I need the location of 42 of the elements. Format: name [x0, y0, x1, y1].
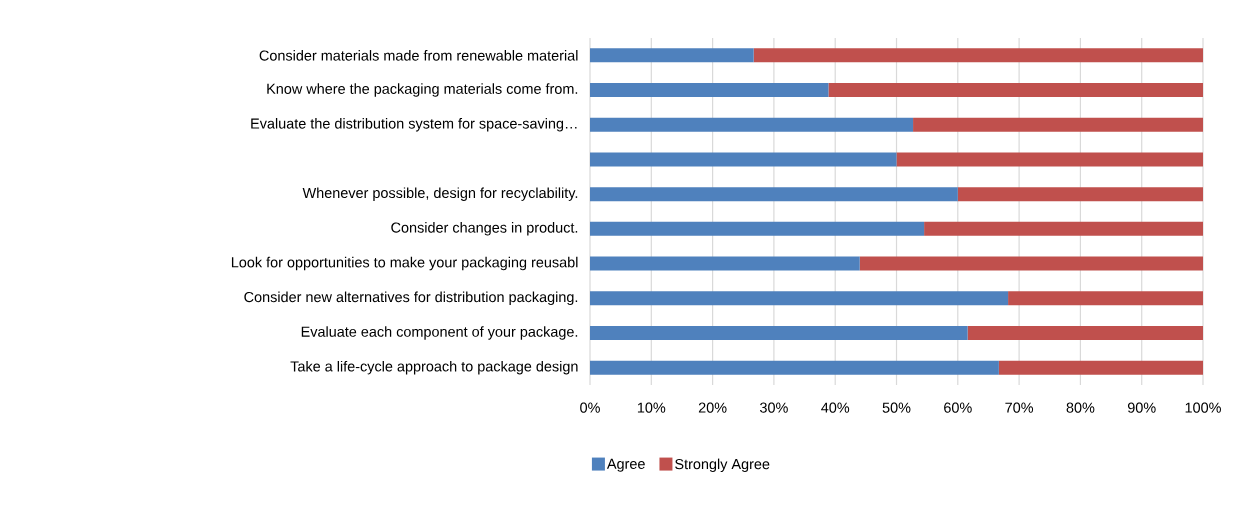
bar — [967, 325, 1204, 340]
y-tick-label: Evaluate each component of your package. — [301, 326, 578, 340]
y-tick-label: Consider changes in product. — [391, 222, 578, 236]
bar — [590, 256, 860, 271]
y-tick-label: Consider new alternatives for distribution packaging. — [244, 291, 578, 305]
bar — [590, 83, 829, 98]
x-tick-label: 50% — [882, 402, 911, 413]
bar — [590, 187, 958, 202]
x-tick-label: 70% — [1005, 402, 1034, 413]
x-tick-label: 80% — [1066, 402, 1095, 413]
bar — [924, 221, 1204, 236]
bar — [590, 117, 914, 132]
legend-label: Agree — [606, 458, 645, 472]
bar — [998, 360, 1204, 375]
bar — [590, 221, 925, 236]
x-tick-label: 90% — [1127, 402, 1156, 413]
y-tick-label: Know where the packaging materials come from. — [267, 83, 578, 97]
x-tick-label: 60% — [944, 402, 972, 413]
x-tick-label: 10% — [637, 402, 666, 413]
y-tick-label: Take a life-cycle approach to package design — [290, 360, 578, 375]
x-tick-label: 0% — [580, 402, 600, 413]
bar — [1008, 291, 1204, 306]
bar — [913, 117, 1204, 132]
x-tick-label: 30% — [760, 402, 788, 413]
bar — [590, 291, 1009, 306]
y-tick-label: Whenever possible, design for recyclability. — [302, 187, 578, 201]
x-tick-label: 100% — [1185, 402, 1221, 413]
bar — [957, 187, 1204, 202]
legend-label: Strongly Agree — [675, 458, 770, 473]
bar — [590, 325, 968, 340]
bar — [859, 256, 1204, 271]
bar — [590, 152, 897, 167]
y-tick-label: Consider materials made from renewable material — [259, 50, 578, 61]
x-tick-label: 40% — [821, 402, 850, 413]
x-tick-label: 20% — [698, 402, 727, 413]
bar — [828, 83, 1204, 98]
y-tick-label: Look for opportunities to make your packaging reusabl — [231, 256, 578, 271]
bar — [753, 48, 1204, 63]
bar — [590, 48, 754, 63]
bar — [590, 360, 999, 375]
y-tick-label: Evaluate the distribution system for space-saving… — [251, 118, 577, 132]
bar — [896, 152, 1204, 167]
